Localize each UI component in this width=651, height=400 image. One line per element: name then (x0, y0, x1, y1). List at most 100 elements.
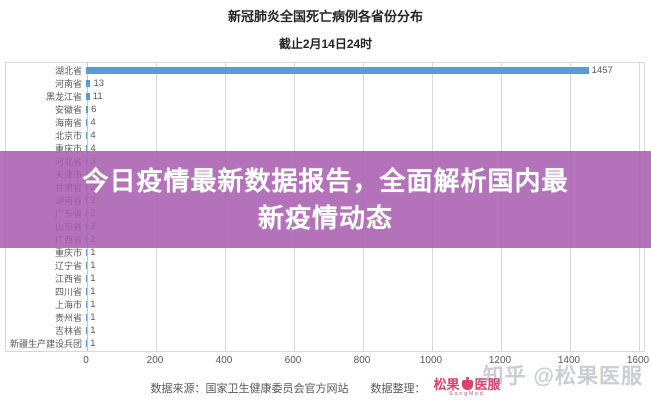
bar (86, 132, 88, 139)
bar-value-label: 1 (90, 259, 96, 271)
y-axis-category-label: 重庆市 (54, 248, 82, 258)
bar-track: 1 (86, 337, 644, 350)
footer: 数据来源：国家卫生健康委员会官方网站 数据整理： 松果 医服 SongMed (0, 376, 651, 397)
x-axis-tick-label: 600 (284, 355, 302, 366)
bar (86, 262, 88, 269)
bar-value-label: 4 (90, 142, 96, 154)
y-axis-category-label: 安徽省 (54, 105, 82, 115)
bar-track: 1 (86, 285, 644, 298)
bar (86, 288, 88, 295)
chart-row: 黑龙江省 11 (6, 90, 644, 103)
bar (86, 145, 88, 152)
songguo-logo: 松果 医服 SongMed (433, 376, 501, 397)
x-axis-tick-label: 800 (353, 355, 371, 366)
x-axis-tick-label: 1200 (488, 355, 512, 366)
bar-value-label: 1 (90, 246, 96, 258)
y-axis-category-label: 上海市 (54, 300, 82, 310)
y-axis-category-label: 海南省 (54, 118, 82, 128)
chart-row: 吉林省 1 (6, 324, 644, 337)
bar-value-label: 6 (91, 103, 97, 115)
y-axis-category-label: 贵州省 (54, 313, 82, 323)
bar (86, 67, 589, 74)
bar-value-label: 1 (90, 311, 96, 323)
bar-track: 6 (86, 103, 644, 116)
pinecone-logo-icon (461, 376, 473, 390)
logo-subtext: SongMed (449, 391, 485, 397)
x-axis-tick-label: 400 (215, 355, 233, 366)
bar-value-label: 4 (90, 129, 96, 141)
chart-row: 新疆生产建设兵团 1 (6, 337, 644, 350)
bar (86, 301, 88, 308)
x-axis-tick-label: 1600 (626, 355, 650, 366)
chart-row: 四川省 1 (6, 285, 644, 298)
bar-value-label: 1 (90, 324, 96, 336)
y-axis-category-label: 黑龙江省 (45, 92, 82, 102)
chart-subtitle: 截止2月14日24时 (278, 37, 373, 51)
bar-track: 13 (86, 77, 644, 90)
bar-value-label: 1457 (591, 64, 613, 76)
chart-row: 海南省 4 (6, 116, 644, 129)
x-axis: 0 200 400 600 800 1000 1200 1400 1600 (5, 355, 649, 369)
chart-row: 上海市 1 (6, 298, 644, 311)
bar-track: 1 (86, 272, 644, 285)
bar (86, 275, 88, 282)
bar (86, 119, 88, 126)
y-axis-category-label: 北京市 (54, 131, 82, 141)
chart-row: 北京市 4 (6, 129, 644, 142)
bar-track: 4 (86, 142, 644, 155)
y-axis-category-label: 河南省 (54, 79, 82, 89)
bar-track: 4 (86, 129, 644, 142)
bar-value-label: 11 (92, 90, 103, 102)
y-axis-category-label: 湖北省 (54, 66, 82, 76)
y-axis-category-label: 重庆市 (54, 144, 82, 154)
logo-text-left: 松果 (433, 377, 460, 392)
x-axis-tick-label: 1400 (557, 355, 581, 366)
bar-track: 1 (86, 324, 644, 337)
data-organizer-label: 数据整理： (370, 382, 426, 395)
bar-value-label: 4 (90, 116, 96, 128)
banner-text-line-2: 新疫情动态 (257, 202, 393, 233)
chart-row: 安徽省 6 (6, 103, 644, 116)
chart-title: 新冠肺炎全国死亡病例各省份分布 (227, 9, 423, 24)
bar-track: 1 (86, 298, 644, 311)
zhihu-watermark: 知乎 @松果医服 (482, 365, 643, 388)
chart-row: 河南省 13 (6, 77, 644, 90)
bar-track: 11 (86, 90, 644, 103)
overlay-banner: 今日疫情最新数据报告，全面解析国内最 新疫情动态 (0, 151, 651, 248)
bar-track: 1 (86, 311, 644, 324)
data-source-label: 数据来源：国家卫生健康委员会官方网站 (150, 382, 349, 395)
bar (86, 249, 88, 256)
bar-track: 1457 (86, 64, 644, 77)
y-axis-category-label: 新疆生产建设兵团 (9, 339, 82, 349)
bar-track: 4 (86, 116, 644, 129)
x-axis-tick-label: 1000 (419, 355, 443, 366)
y-axis-category-label: 吉林省 (54, 326, 82, 336)
bar (86, 340, 88, 347)
logo-text-right: 医服 (474, 377, 501, 392)
banner-text-line-1: 今日疫情最新数据报告，全面解析国内最 (82, 165, 569, 196)
x-axis-tick-label: 200 (146, 355, 164, 366)
bar-value-label: 1 (90, 272, 96, 284)
chart-row: 辽宁省 1 (6, 259, 644, 272)
bar (86, 93, 90, 100)
bar-value-label: 1 (90, 337, 96, 349)
bar (86, 314, 88, 321)
logo-text: 松果 医服 (433, 376, 501, 392)
bar-value-label: 1 (90, 298, 96, 310)
x-axis-tick-label: 0 (83, 355, 89, 366)
chart-row: 湖北省 1457 (6, 64, 644, 77)
bar-track: 1 (86, 246, 644, 259)
bar (86, 327, 88, 334)
bar-value-label: 13 (93, 77, 105, 89)
bar-value-label: 1 (90, 285, 96, 297)
chart-row: 重庆市 4 (6, 142, 644, 155)
bar (86, 80, 91, 87)
y-axis-category-label: 辽宁省 (54, 261, 82, 271)
chart-row: 贵州省 1 (6, 311, 644, 324)
bar-track: 1 (86, 259, 644, 272)
y-axis-category-label: 江西省 (54, 274, 82, 284)
chart-row: 江西省 1 (6, 272, 644, 285)
bar (86, 106, 89, 113)
y-axis-category-label: 四川省 (54, 287, 82, 297)
